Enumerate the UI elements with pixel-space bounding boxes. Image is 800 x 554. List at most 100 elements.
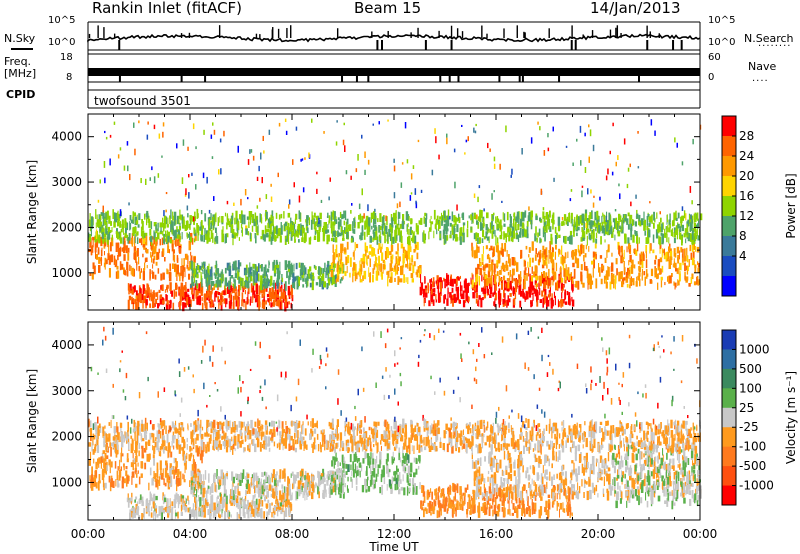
heatmap-cell bbox=[438, 297, 441, 303]
heatmap-cell bbox=[245, 475, 248, 480]
heatmap-cell bbox=[419, 286, 422, 296]
heatmap-cell bbox=[204, 487, 206, 494]
heatmap-cell bbox=[372, 123, 374, 126]
heatmap-cell bbox=[360, 465, 363, 472]
heatmap-cell bbox=[176, 284, 178, 290]
heatmap-cell bbox=[491, 265, 494, 273]
heatmap-cell bbox=[489, 503, 491, 507]
heatmap-cell bbox=[318, 278, 322, 287]
heatmap-cell bbox=[178, 215, 180, 225]
heatmap-cell bbox=[88, 232, 90, 242]
heatmap-cell bbox=[501, 280, 504, 290]
heatmap-cell bbox=[665, 251, 668, 262]
heatmap-cell bbox=[151, 166, 153, 171]
heatmap-cell bbox=[379, 226, 382, 231]
heatmap-cell bbox=[482, 290, 485, 294]
heatmap-cell bbox=[372, 268, 375, 274]
heatmap-cell bbox=[336, 278, 339, 282]
heatmap-cell bbox=[94, 265, 96, 275]
heatmap-cell bbox=[212, 300, 214, 308]
heatmap-cell bbox=[110, 242, 112, 252]
heatmap-cell bbox=[602, 212, 604, 217]
heatmap-cell bbox=[323, 131, 325, 134]
heatmap-cell bbox=[298, 226, 300, 235]
heatmap-cell bbox=[338, 470, 342, 474]
heatmap-cell bbox=[225, 502, 228, 513]
heatmap-cell bbox=[482, 297, 484, 301]
heatmap-cell bbox=[500, 231, 503, 236]
heatmap-cell bbox=[556, 492, 558, 500]
heatmap-cell bbox=[532, 293, 534, 301]
heatmap-cell bbox=[165, 294, 168, 301]
heatmap-cell bbox=[432, 277, 435, 283]
heatmap-cell bbox=[492, 214, 494, 220]
heatmap-cell bbox=[467, 220, 469, 229]
heatmap-cell bbox=[283, 211, 285, 219]
heatmap-cell bbox=[288, 199, 291, 205]
heatmap-cell bbox=[294, 239, 296, 243]
heatmap-cell bbox=[204, 304, 206, 308]
heatmap-cell bbox=[184, 506, 187, 513]
heatmap-cell bbox=[288, 488, 291, 496]
heatmap-cell bbox=[622, 217, 624, 221]
heatmap-cell bbox=[543, 215, 546, 223]
heatmap-cell bbox=[347, 255, 350, 264]
heatmap-cell bbox=[112, 480, 115, 488]
heatmap-cell bbox=[675, 217, 678, 221]
heatmap-cell bbox=[415, 486, 418, 495]
heatmap-cell bbox=[290, 473, 292, 478]
heatmap-cell bbox=[517, 224, 520, 231]
heatmap-cell bbox=[261, 284, 264, 288]
heatmap-cell bbox=[627, 224, 630, 230]
heatmap-cell bbox=[108, 230, 112, 233]
heatmap-cell bbox=[452, 231, 454, 241]
heatmap-cell bbox=[355, 485, 358, 491]
heatmap-cell bbox=[166, 473, 169, 483]
heatmap-cell bbox=[407, 260, 408, 266]
heatmap-cell bbox=[623, 217, 625, 224]
heatmap-cell bbox=[339, 264, 341, 274]
heatmap-cell bbox=[175, 475, 177, 485]
heatmap-cell bbox=[456, 204, 458, 211]
heatmap-cell bbox=[250, 272, 253, 282]
heatmap-cell bbox=[612, 273, 615, 278]
heatmap-cell bbox=[485, 224, 488, 231]
heatmap-cell bbox=[200, 453, 203, 460]
heatmap-cell bbox=[641, 272, 643, 281]
heatmap-cell bbox=[668, 219, 671, 225]
heatmap-cell bbox=[666, 226, 668, 235]
nsky-legend-line bbox=[11, 48, 33, 50]
heatmap-cell bbox=[468, 296, 470, 302]
heatmap-cell bbox=[195, 266, 198, 275]
heatmap-cell bbox=[520, 211, 524, 222]
heatmap-cell bbox=[399, 457, 401, 463]
heatmap-cell bbox=[296, 491, 299, 499]
heatmap-cell bbox=[538, 251, 540, 255]
heatmap-cell bbox=[329, 177, 331, 182]
heatmap-cell bbox=[307, 227, 309, 234]
heatmap-cell bbox=[163, 235, 165, 240]
heatmap-cell bbox=[552, 247, 554, 253]
heatmap-cell bbox=[253, 500, 256, 508]
heatmap-cell bbox=[251, 504, 253, 514]
heatmap-cell bbox=[528, 212, 530, 216]
heatmap-cell bbox=[400, 243, 404, 249]
heatmap-cell bbox=[530, 275, 533, 282]
heatmap-cell bbox=[402, 463, 405, 472]
heatmap-cell bbox=[547, 276, 550, 281]
heatmap-cell bbox=[547, 147, 550, 152]
heatmap-cell bbox=[311, 483, 315, 493]
heatmap-cell bbox=[149, 467, 152, 476]
heatmap-cell bbox=[585, 244, 587, 250]
heatmap-cell bbox=[495, 510, 498, 516]
heatmap-cell bbox=[198, 472, 201, 482]
heatmap-cell bbox=[484, 281, 486, 289]
heatmap-cell bbox=[435, 294, 437, 300]
heatmap-cell bbox=[478, 299, 480, 307]
heatmap-cell bbox=[97, 480, 100, 491]
heatmap-cell bbox=[512, 287, 515, 295]
heatmap-cell bbox=[171, 226, 174, 235]
heatmap-cell bbox=[165, 209, 167, 213]
heatmap-cell bbox=[441, 504, 444, 508]
heatmap-cell bbox=[544, 226, 546, 231]
